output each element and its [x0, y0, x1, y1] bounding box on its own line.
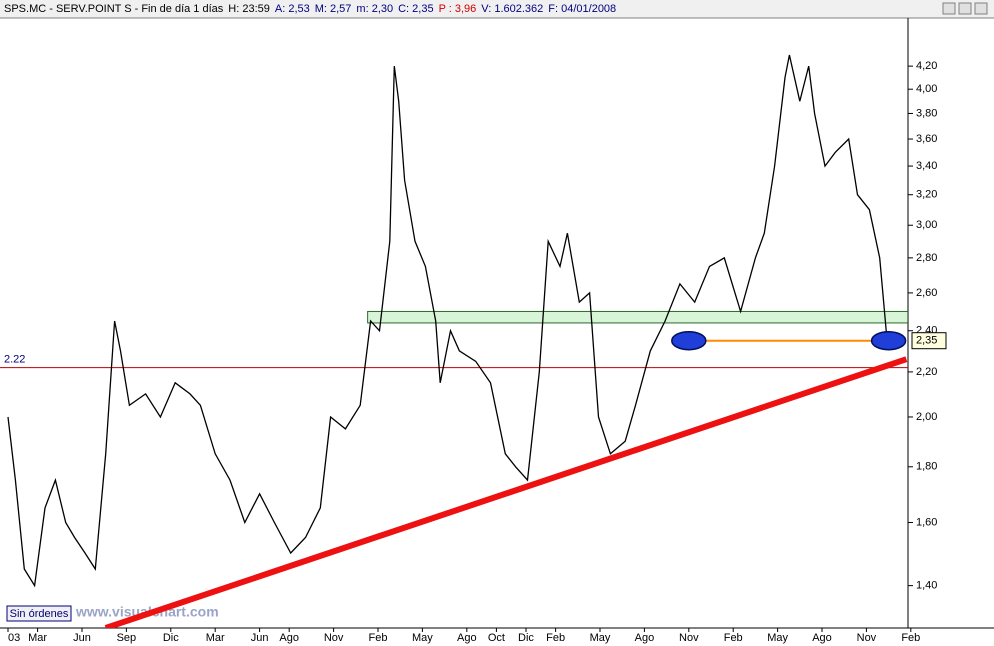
x-tick-label: Feb: [724, 632, 743, 644]
y-tick-label: 2,80: [916, 252, 937, 264]
price-line: [7, 54, 888, 588]
orders-button[interactable]: [6, 605, 72, 622]
y-tick-label: 2,00: [916, 411, 937, 423]
last-value-box: [911, 332, 947, 350]
y-tick-label: 1,60: [916, 516, 937, 528]
y-tick-label: 1,40: [916, 580, 937, 592]
y-tick-label: 1,80: [916, 461, 937, 473]
maximize-button[interactable]: [958, 2, 972, 15]
x-tick-label: Feb: [901, 632, 920, 644]
x-tick-label: Feb: [369, 632, 388, 644]
x-tick-label: Mar: [206, 632, 225, 644]
y-tick-label: 2,20: [916, 366, 937, 378]
y-tick-label: 2,60: [916, 287, 937, 299]
header-part: H: 23:59: [228, 3, 270, 15]
x-tick-label: Sep: [117, 632, 137, 644]
orders-button-label[interactable]: Sin órdenes: [10, 608, 69, 620]
header-text: SPS.MC - SERV.POINT S - Fin de día 1 día…: [4, 3, 616, 15]
band: [367, 310, 908, 324]
x-tick-label: Dic: [163, 632, 179, 644]
x-tick-label: 03: [8, 632, 20, 644]
minimize-button[interactable]: [942, 2, 956, 15]
last-value-label: 2,35: [916, 335, 937, 347]
x-tick-label: Mar: [28, 632, 47, 644]
y-tick-label: 4,20: [916, 60, 937, 72]
close-button[interactable]: [974, 2, 988, 15]
header-part: F: 04/01/2008: [548, 3, 616, 15]
marker-ellipse: [870, 330, 907, 351]
plot-area: [0, 54, 908, 628]
x-tick-label: Nov: [324, 632, 344, 644]
x-tick-label: May: [590, 632, 611, 644]
header-part: m: 2,30: [356, 3, 393, 15]
x-tick-label: Ago: [457, 632, 477, 644]
x-tick-label: Dic: [518, 632, 534, 644]
y-tick-label: 3,40: [916, 160, 937, 172]
y-tick-label: 3,60: [916, 133, 937, 145]
x-tick-label: Feb: [546, 632, 565, 644]
header-part: V: 1.602.362: [481, 3, 543, 15]
header-part: A: 2,53: [275, 3, 310, 15]
x-tick-label: May: [412, 632, 433, 644]
y-tick-label: 4,00: [916, 83, 937, 95]
x-tick-label: Ago: [279, 632, 299, 644]
x-tick-label: May: [767, 632, 788, 644]
trend-line: [104, 356, 908, 628]
y-tick-label: 3,00: [916, 219, 937, 231]
y-tick-label: 3,20: [916, 189, 937, 201]
y-tick-label: 3,80: [916, 107, 937, 119]
header-bar: [0, 0, 994, 18]
x-tick-label: Jun: [251, 632, 269, 644]
header-part: P : 3,96: [439, 3, 477, 15]
header-part: M: 2,57: [315, 3, 352, 15]
header-part: SPS.MC - SERV.POINT S - Fin de día 1 día…: [4, 3, 224, 15]
x-tick-label: Jun: [73, 632, 91, 644]
x-tick-label: Oct: [488, 632, 505, 644]
reference-label: 2.22: [4, 354, 25, 366]
x-tick-label: Ago: [812, 632, 832, 644]
header-part: C: 2,35: [398, 3, 433, 15]
x-tick-label: Nov: [679, 632, 699, 644]
x-tick-label: Nov: [857, 632, 877, 644]
marker-ellipse: [671, 330, 707, 351]
x-tick-label: Ago: [635, 632, 655, 644]
